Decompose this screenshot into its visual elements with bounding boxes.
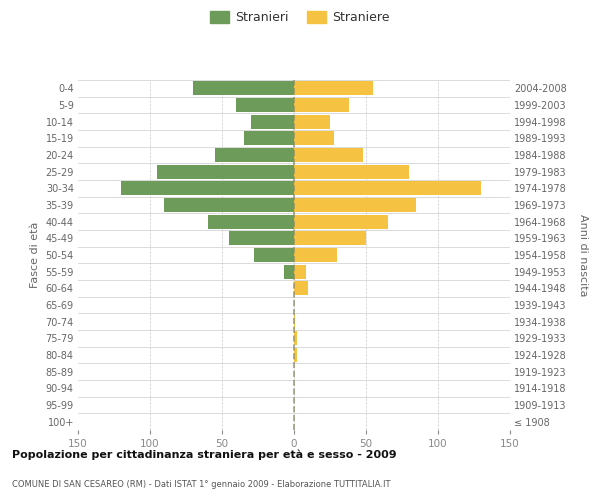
Bar: [294, 214, 388, 229]
Bar: [294, 198, 416, 212]
Bar: [164, 198, 294, 212]
Bar: [294, 81, 373, 96]
Bar: [121, 181, 294, 196]
Bar: [294, 314, 295, 329]
Bar: [294, 231, 366, 246]
Bar: [294, 164, 409, 179]
Bar: [284, 264, 294, 279]
Bar: [208, 214, 294, 229]
Bar: [294, 98, 349, 112]
Bar: [236, 98, 294, 112]
Bar: [294, 181, 481, 196]
Bar: [254, 248, 294, 262]
Bar: [294, 248, 337, 262]
Bar: [244, 131, 294, 146]
Bar: [294, 348, 297, 362]
Bar: [294, 148, 363, 162]
Bar: [157, 164, 294, 179]
Y-axis label: Anni di nascita: Anni di nascita: [578, 214, 588, 296]
Legend: Stranieri, Straniere: Stranieri, Straniere: [210, 11, 390, 24]
Bar: [294, 264, 305, 279]
Bar: [294, 281, 308, 295]
Text: Popolazione per cittadinanza straniera per età e sesso - 2009: Popolazione per cittadinanza straniera p…: [12, 450, 397, 460]
Y-axis label: Fasce di età: Fasce di età: [30, 222, 40, 288]
Bar: [294, 114, 330, 128]
Bar: [193, 81, 294, 96]
Bar: [229, 231, 294, 246]
Text: COMUNE DI SAN CESAREO (RM) - Dati ISTAT 1° gennaio 2009 - Elaborazione TUTTITALI: COMUNE DI SAN CESAREO (RM) - Dati ISTAT …: [12, 480, 391, 489]
Bar: [251, 114, 294, 128]
Bar: [294, 331, 297, 345]
Bar: [215, 148, 294, 162]
Bar: [294, 131, 334, 146]
